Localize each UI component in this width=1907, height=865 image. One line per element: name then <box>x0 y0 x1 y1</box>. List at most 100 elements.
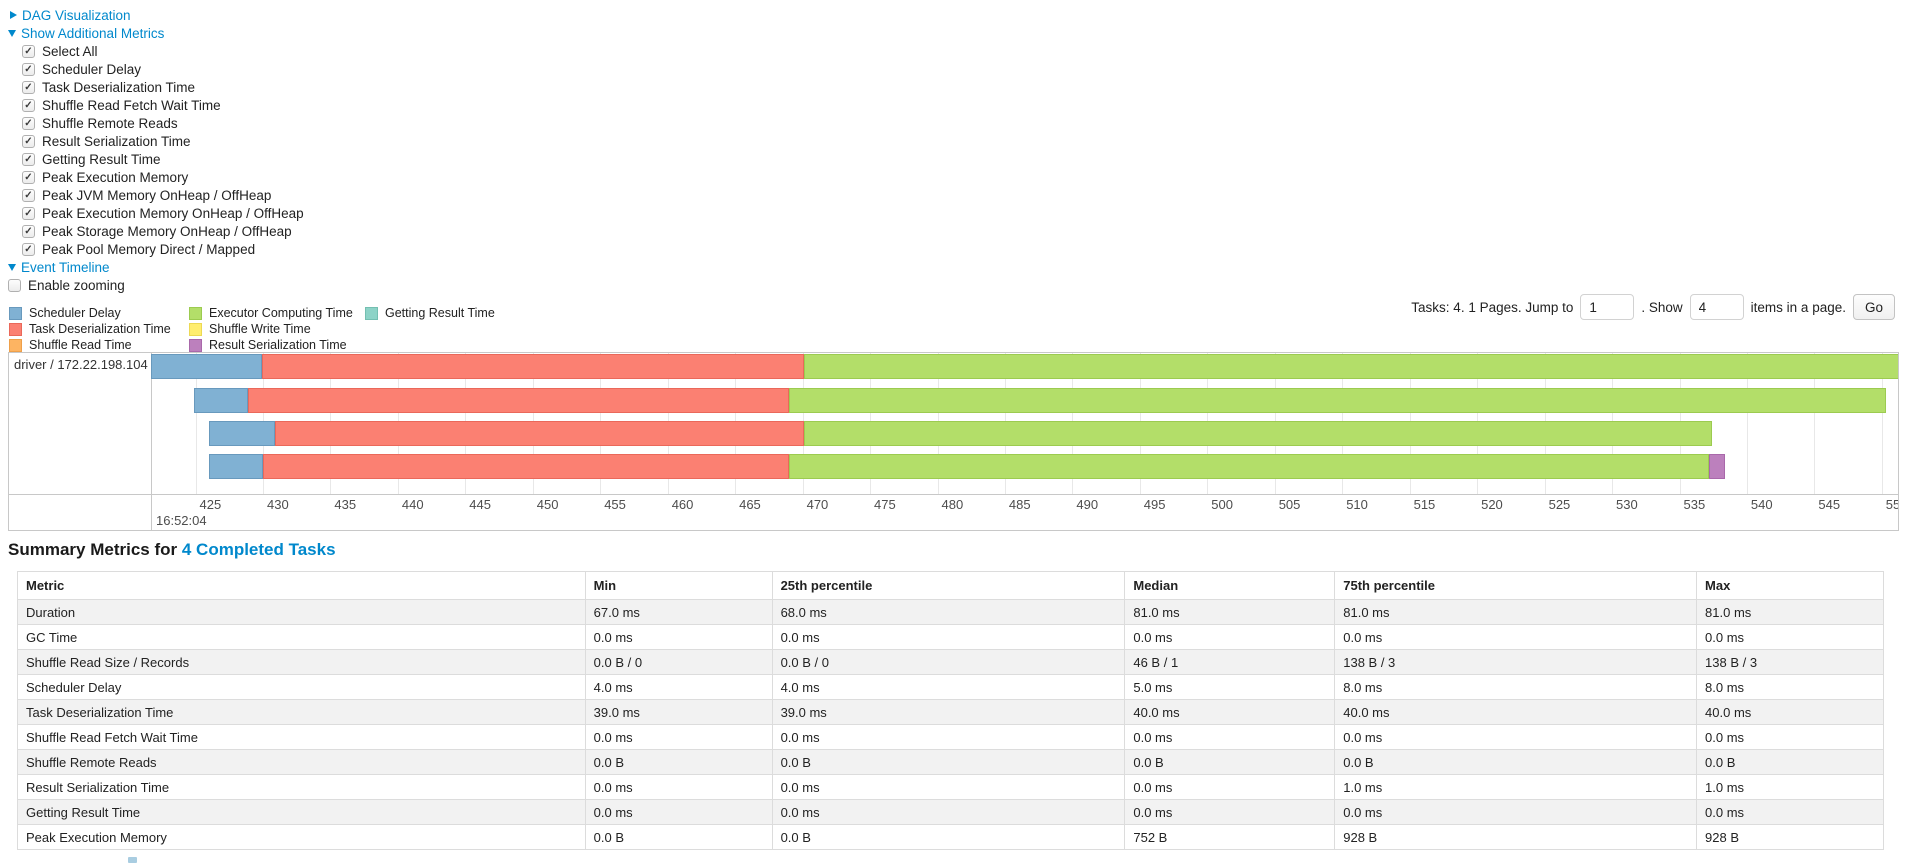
task-bar-segment-result-serialization[interactable] <box>1709 454 1726 479</box>
axis-tick-label: 515 <box>1413 497 1436 512</box>
pagination-info-text: Tasks: 4. 1 Pages. Jump to <box>1411 299 1574 315</box>
table-row-task-deserialization-time: Task Deserialization Time 39.0 ms 39.0 ms 4… <box>17 699 1884 725</box>
table-cell: Shuffle Remote Reads <box>17 749 586 775</box>
table-cell: 0.0 B <box>771 749 1126 775</box>
checkbox-shuffle-remote-reads[interactable]: ✓ <box>22 116 35 130</box>
table-cell: 46 B / 1 <box>1124 649 1336 675</box>
table-cell: 0.0 B <box>584 824 773 850</box>
table-cell: 0.0 ms <box>771 799 1126 825</box>
table-cell: 0.0 ms <box>1334 799 1698 825</box>
column-header-min: Min <box>584 571 773 600</box>
checkbox-peak-jvm-memory-onheap-offheap[interactable]: ✓ <box>22 188 35 202</box>
legend-entry-result_serialization: Result Serialization Time <box>189 337 365 353</box>
table-cell: 8.0 ms <box>1334 674 1698 700</box>
checkbox-select-all[interactable]: ✓ <box>22 44 35 58</box>
axis-tick-label: 475 <box>874 497 896 512</box>
table-cell: 0.0 ms <box>584 724 773 750</box>
axis-gridline <box>195 353 197 494</box>
table-cell: 138 B / 3 <box>1696 649 1884 675</box>
legend-entry-shuffle_read: Shuffle Read Time <box>9 337 189 353</box>
jump-to-page-input[interactable] <box>1580 294 1635 320</box>
metric-checkbox-row: ✓ Result Serialization Time <box>22 132 304 150</box>
enable-zooming-checkbox[interactable] <box>8 278 21 292</box>
table-cell: 81.0 ms <box>1696 599 1884 625</box>
table-cell: 0.0 ms <box>1124 724 1336 750</box>
axis-gridline <box>1881 353 1883 494</box>
checkbox-getting-result-time[interactable]: ✓ <box>22 152 35 166</box>
legend-entry-task_deserialization: Task Deserialization Time <box>9 321 189 337</box>
task-bar-segment-scheduler-delay[interactable] <box>194 388 249 413</box>
metric-checkbox-row: ✓ Shuffle Remote Reads <box>22 114 304 132</box>
task-bar-segment-executor-computing[interactable] <box>789 454 1710 479</box>
checkbox-peak-execution-memory-onheap-offheap[interactable]: ✓ <box>22 206 35 220</box>
axis-tick-label: 510 <box>1346 497 1368 512</box>
show-additional-metrics-label: Show Additional Metrics <box>21 25 165 41</box>
table-cell: Scheduler Delay <box>17 674 586 700</box>
legend-column: Getting Result Time <box>365 305 495 353</box>
task-bar-segment-task-deserialization[interactable] <box>263 454 790 479</box>
table-cell: 68.0 ms <box>771 599 1126 625</box>
legend-entry-shuffle_write: Shuffle Write Time <box>189 321 365 337</box>
checkbox-label: Getting Result Time <box>42 151 161 167</box>
checkbox-peak-execution-memory[interactable]: ✓ <box>22 170 35 184</box>
checkbox-peak-storage-memory-onheap-offheap[interactable]: ✓ <box>22 224 35 238</box>
checkbox-result-serialization-time[interactable]: ✓ <box>22 134 35 148</box>
legend-entry-getting_result: Getting Result Time <box>365 305 495 321</box>
completed-tasks-link[interactable]: 4 Completed Tasks <box>181 540 336 559</box>
axis-tick-label: 525 <box>1548 497 1571 512</box>
metric-checkbox-row: ✓ Peak Execution Memory <box>22 168 304 186</box>
checkbox-task-deserialization-time[interactable]: ✓ <box>22 80 35 94</box>
executor-group-label: driver / 172.22.198.104 <box>14 357 148 372</box>
task-bar-segment-scheduler-delay[interactable] <box>209 454 263 479</box>
task-bar-segment-executor-computing[interactable] <box>803 354 1898 379</box>
expanded-triangle-icon <box>8 263 16 271</box>
axis-tick-label: 490 <box>1076 497 1099 512</box>
task-bar-segment-executor-computing[interactable] <box>789 388 1886 413</box>
axis-tick-label: 480 <box>941 497 964 512</box>
column-header-75th-percentile: 75th percentile <box>1334 571 1698 600</box>
checkbox-label: Shuffle Read Fetch Wait Time <box>42 97 221 113</box>
legend-entry-executor_computing: Executor Computing Time <box>189 305 365 321</box>
task-bar-segment-task-deserialization[interactable] <box>261 354 804 379</box>
checkbox-label: Shuffle Remote Reads <box>42 115 178 131</box>
table-cell: GC Time <box>17 624 586 650</box>
table-cell: 39.0 ms <box>771 699 1126 725</box>
executor-computing-swatch-icon <box>189 306 202 320</box>
table-cell: 67.0 ms <box>584 599 773 625</box>
table-cell: 81.0 ms <box>1334 599 1698 625</box>
checkbox-shuffle-read-fetch-wait-time[interactable]: ✓ <box>22 98 35 112</box>
table-cell: 39.0 ms <box>584 699 773 725</box>
show-additional-metrics-toggle[interactable]: Show Additional Metrics <box>8 24 304 42</box>
items-per-page-input[interactable] <box>1689 294 1744 320</box>
table-cell: 4.0 ms <box>584 674 773 700</box>
axis-tick-label: 485 <box>1008 497 1031 512</box>
getting-result-swatch-icon <box>365 306 378 320</box>
task-bar-segment-task-deserialization[interactable] <box>275 421 804 446</box>
table-cell: Shuffle Read Fetch Wait Time <box>17 724 586 750</box>
checkbox-label: Peak Storage Memory OnHeap / OffHeap <box>42 223 292 239</box>
metric-checkbox-row: ✓ Peak Execution Memory OnHeap / OffHeap <box>22 204 304 222</box>
checkbox-label: Peak Execution Memory OnHeap / OffHeap <box>42 205 304 221</box>
event-timeline-toggle[interactable]: Event Timeline <box>8 258 304 276</box>
event-timeline-chart: driver / 172.22.198.104 425 430 435 440 445 4… <box>8 352 1899 531</box>
task-bar-segment-executor-computing[interactable] <box>803 421 1712 446</box>
checkbox-peak-pool-memory-direct-mapped[interactable]: ✓ <box>22 242 35 256</box>
dag-visualization-toggle[interactable]: DAG Visualization <box>8 6 304 24</box>
metric-checkbox-row: ✓ Peak Pool Memory Direct / Mapped <box>22 240 304 258</box>
task-bar-segment-task-deserialization[interactable] <box>248 388 790 413</box>
table-cell: 0.0 ms <box>584 624 773 650</box>
task-bar-segment-scheduler-delay[interactable] <box>209 421 276 446</box>
checkbox-label: Result Serialization Time <box>42 133 191 149</box>
go-button[interactable]: Go <box>1852 294 1895 320</box>
checkbox-scheduler-delay[interactable]: ✓ <box>22 62 35 76</box>
axis-tick-label: 495 <box>1143 497 1166 512</box>
table-cell: 928 B <box>1696 824 1884 850</box>
column-header-median: Median <box>1124 571 1336 600</box>
task-bar-segment-scheduler-delay[interactable] <box>151 354 262 379</box>
metric-checkbox-row: ✓ Peak JVM Memory OnHeap / OffHeap <box>22 186 304 204</box>
axis-gridline <box>1746 353 1748 494</box>
top-controls: DAG Visualization Show Additional Metric… <box>8 6 304 294</box>
table-cell: 0.0 ms <box>771 774 1126 800</box>
legend-label: Scheduler Delay <box>29 306 121 320</box>
axis-base-time-label: 16:52:04 <box>156 513 207 528</box>
